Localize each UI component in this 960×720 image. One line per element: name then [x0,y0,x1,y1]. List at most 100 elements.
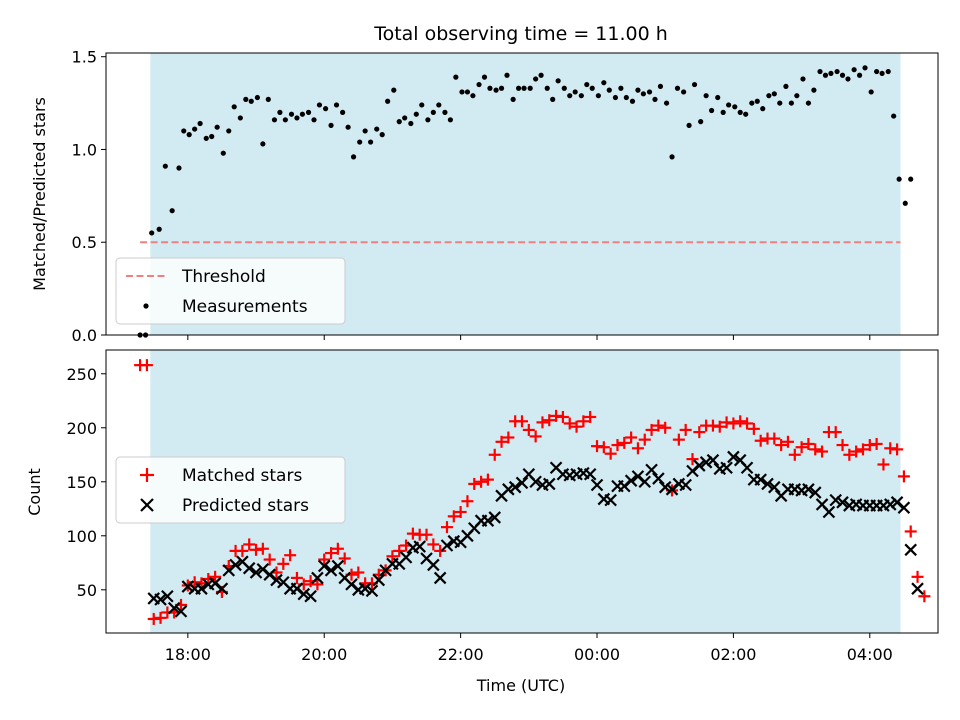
top-y-tick-label: 1.0 [72,140,97,159]
predicted-star-stroke [740,461,754,475]
predicted-star-point [679,478,692,492]
predicted-star-stroke [672,477,686,491]
measurement-point [737,109,743,115]
measurement-point [322,106,329,112]
predicted-star-point [645,463,658,477]
measurement-point [794,93,800,99]
matched-star-point [652,419,665,432]
measurement-point [561,85,567,91]
measurement-point [311,117,317,123]
top-x-ticks [187,335,871,340]
measurement-point [715,94,721,101]
matched-star-point [543,414,556,427]
measurement-point [845,76,851,82]
predicted-star-stroke [249,566,263,579]
predicted-star-stroke [761,477,774,491]
measurement-point [589,85,595,91]
measurement-point [868,89,874,95]
predicted-star-stroke [890,496,904,509]
predicted-star-point [167,601,181,615]
measurement-point [686,122,692,128]
matched-star-point [611,439,624,452]
matched-star-point [809,443,822,456]
predicted-star-stroke [883,498,897,511]
measurement-point [493,87,499,93]
measurement-point [209,133,215,140]
predicted-star-point [768,480,781,494]
measurement-point [149,230,155,236]
predicted-star-stroke [754,473,767,486]
predicted-star-point [174,605,188,618]
predicted-star-point [515,476,529,490]
predicted-star-point [154,593,167,606]
measurement-point [186,132,192,138]
top-legend: Threshold Measurements [115,257,346,325]
matched-star-point [277,557,290,570]
measurement-point [698,119,704,125]
measurement-point [879,70,885,77]
matched-star-point [754,434,767,447]
predicted-star-stroke [652,472,665,485]
predicted-star-stroke [706,453,720,467]
measurement-point [567,93,573,99]
predicted-star-stroke [324,564,338,577]
predicted-star-stroke [147,592,161,605]
measurement-point [669,154,675,160]
measurement-point [350,154,357,160]
predicted-star-point [720,461,733,475]
predicted-star-stroke [502,483,515,496]
predicted-star-point [836,496,849,509]
measurement-point [572,89,578,95]
matched-star-point [768,432,781,445]
measurement-point [504,72,510,78]
predicted-star-stroke [543,477,556,491]
predicted-star-stroke [549,461,563,475]
matched-star-point [420,528,433,541]
predicted-star-point [699,456,713,469]
matched-star-point [447,510,460,523]
matched-star-point [461,495,474,508]
measurement-point [885,68,891,75]
measurement-point [316,102,323,108]
predicted-star-stroke [829,493,842,507]
predicted-star-point [242,561,256,575]
predicted-star-stroke [911,582,924,595]
measurement-point [822,72,829,78]
matched-star-point [386,550,399,563]
measurement-point [271,117,278,123]
predicted-star-stroke [624,474,638,487]
bottom-x-ticks: 18:00 20:00 22:00 00:00 02:00 04:00 [165,633,893,664]
measurement-point [510,96,516,102]
measurement-point [777,100,783,106]
bottom-x-tick-label: 22:00 [438,645,484,664]
matched-star-point [529,430,542,443]
measurement-point [243,96,249,102]
predicted-star-point [399,551,413,564]
predicted-star-stroke [481,514,495,527]
predicted-star-stroke [815,498,829,511]
bottom-y-axis-label: Count [25,468,44,516]
measurement-point [550,96,556,102]
predicted-star-stroke [788,483,802,496]
matched-star-point [209,570,222,583]
predicted-star-stroke [304,589,317,603]
predicted-star-stroke [720,461,733,475]
measurement-point [623,94,629,101]
top-y-axis-label: Matched/Predicted stars [30,97,49,291]
legend-measurement-swatch [143,303,149,309]
matched-star-point [318,553,331,566]
predicted-star-point [249,566,263,579]
top-y-tick-label: 1.5 [72,48,97,67]
measurement-point [277,109,283,115]
measurement-point [425,117,431,123]
predicted-star-stroke [365,584,379,598]
matched-star-point [850,445,863,458]
predicted-star-stroke [699,456,713,469]
measurement-point [305,109,312,115]
matched-star-point [536,416,549,429]
measurement-point [265,96,271,102]
top-axes-frame [105,52,939,336]
predicted-star-stroke [167,601,181,615]
measurement-point [674,85,681,91]
predicted-star-point [433,571,447,585]
